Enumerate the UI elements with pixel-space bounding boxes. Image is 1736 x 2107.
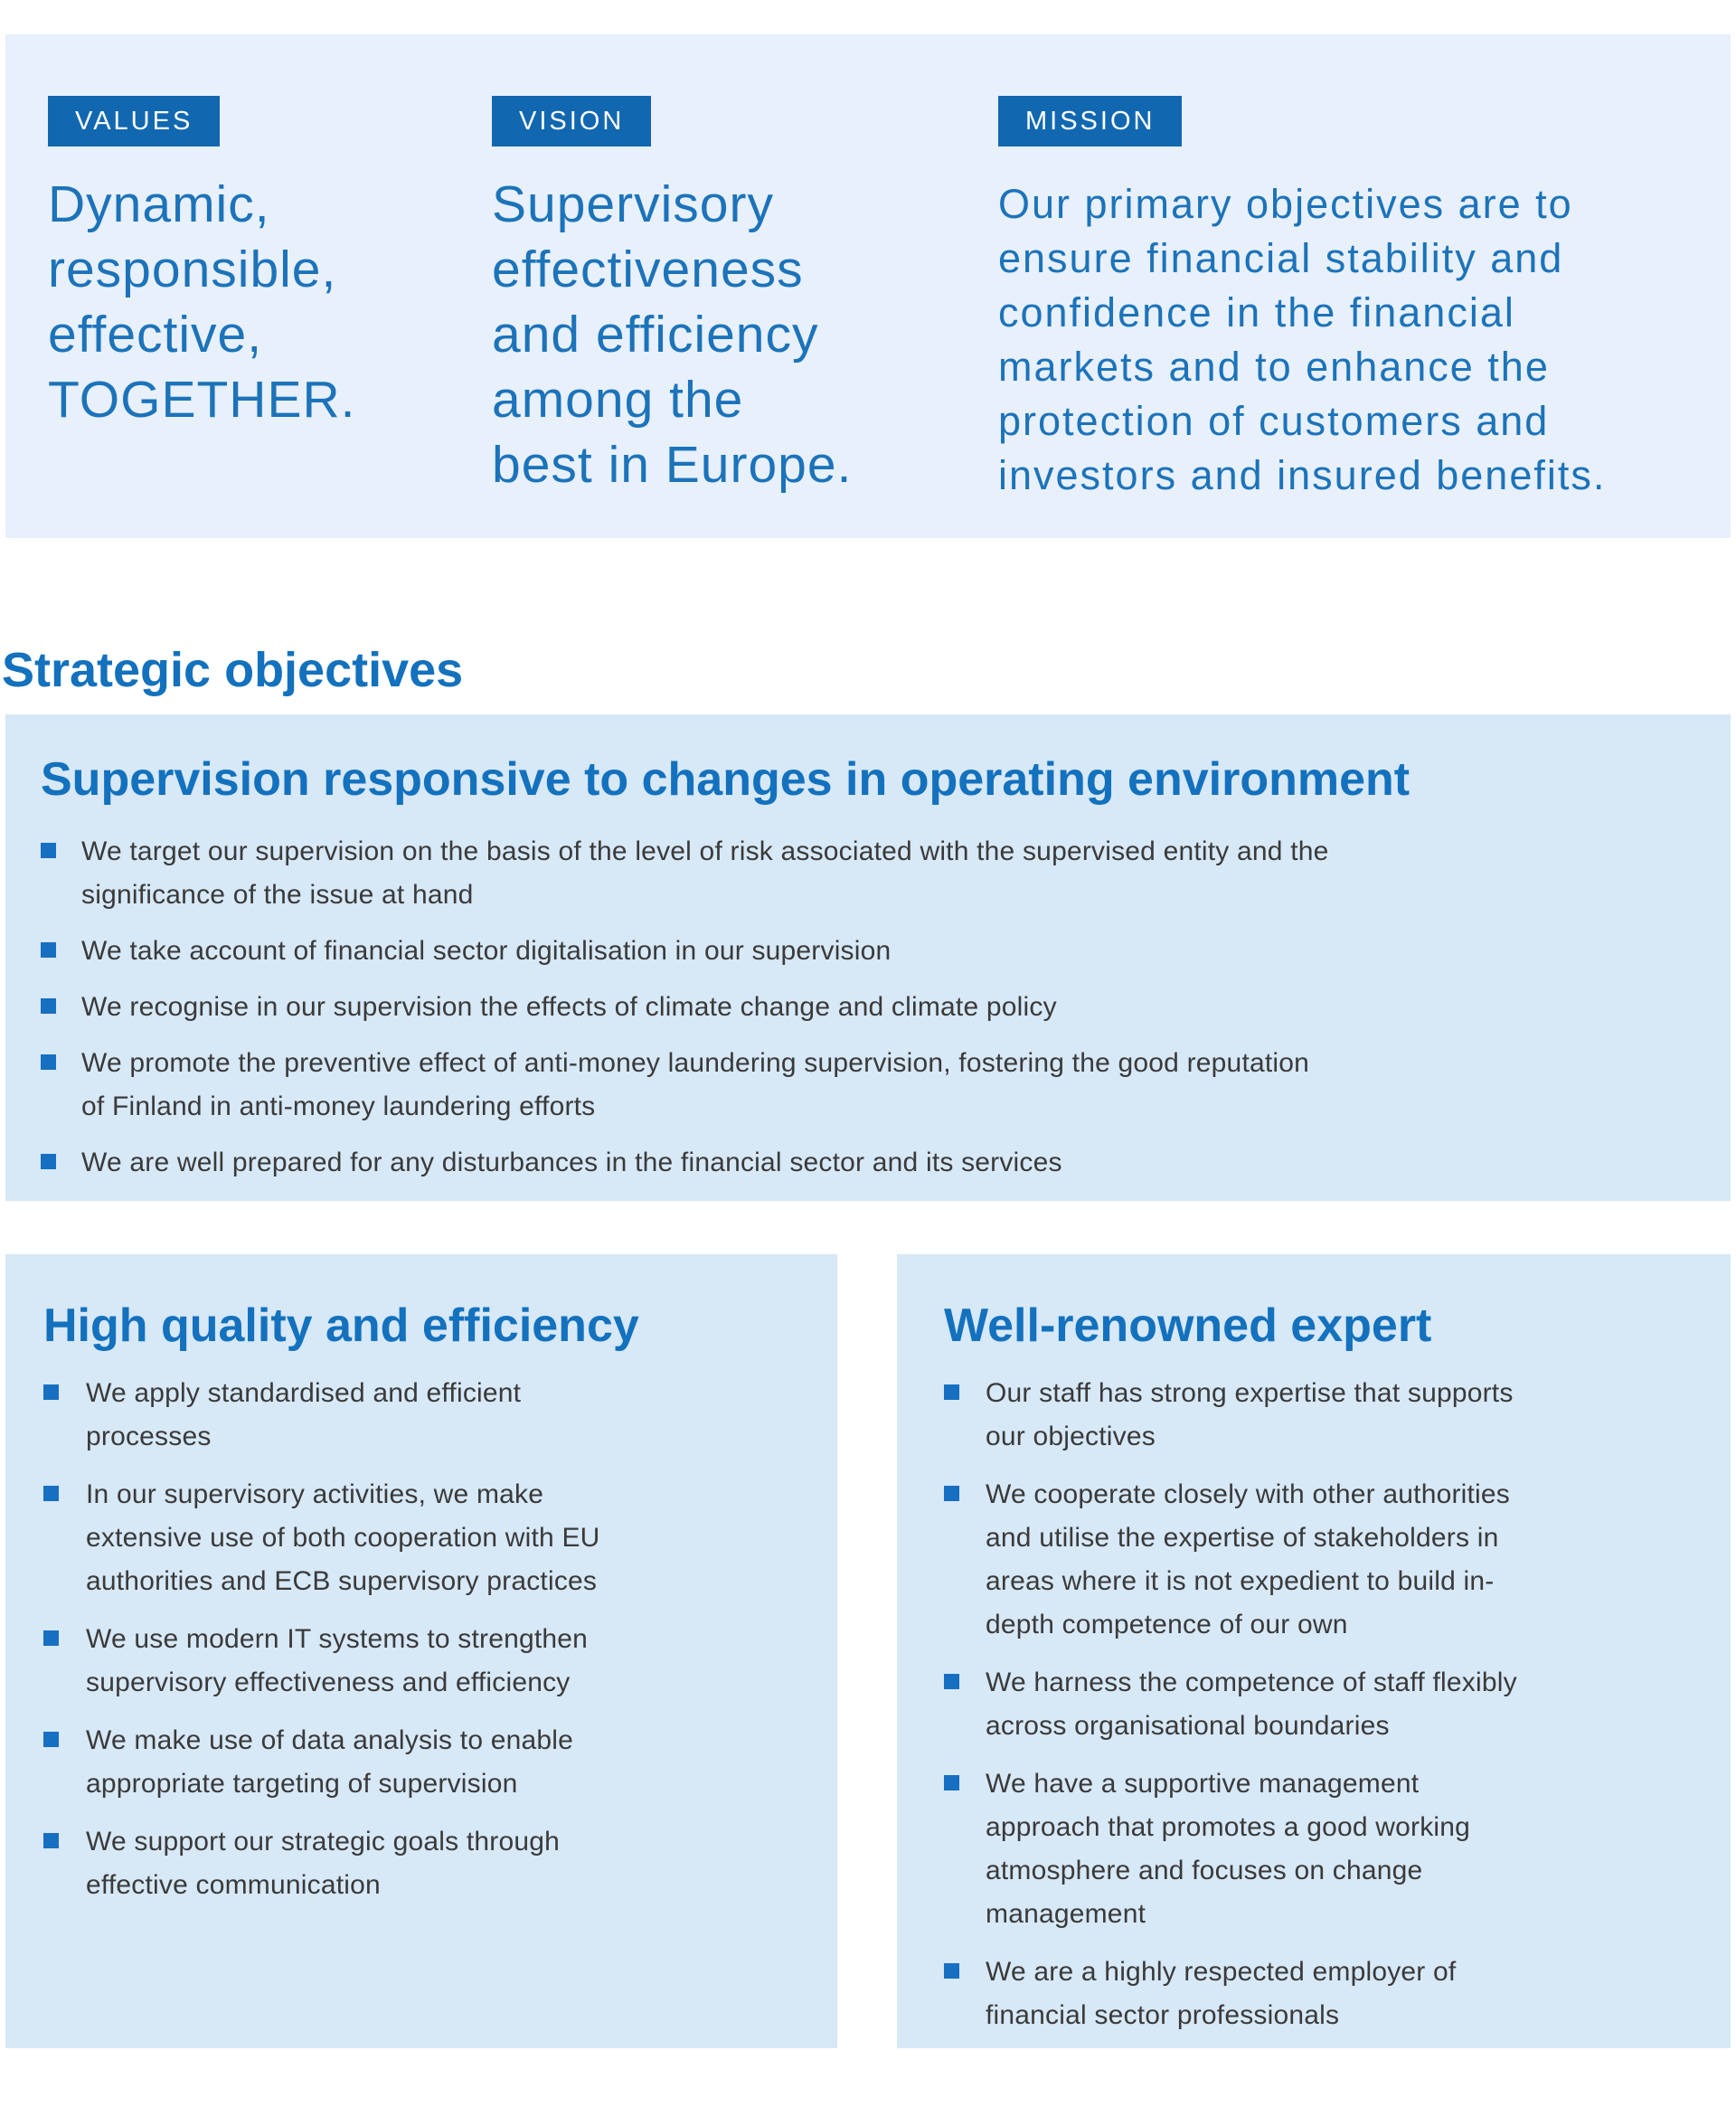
bullet-square-icon <box>41 1154 56 1169</box>
bullet-square-icon <box>944 1486 959 1501</box>
bullet-text: We promote the preventive effect of anti… <box>81 1048 1310 1121</box>
bullet-text: We have a supportive management approach… <box>986 1769 1471 1929</box>
supervision-panel-title: Supervision responsive to changes in ope… <box>41 753 1410 806</box>
bullet-text: We are a highly respected employer of fi… <box>986 1957 1457 2030</box>
quality-panel: High quality and efficiency We apply sta… <box>5 1254 837 2048</box>
mission-card: MISSION Our primary objectives are to en… <box>998 34 1712 538</box>
bullet-text: We make use of data analysis to enable a… <box>86 1725 574 1799</box>
expert-panel-title: Well-renowned expert <box>944 1299 1432 1352</box>
bullet-square-icon <box>41 998 56 1014</box>
supervision-panel: Supervision responsive to changes in ope… <box>5 714 1731 1201</box>
bullet-square-icon <box>944 1775 959 1790</box>
list-item: We apply standardised and efficient proc… <box>43 1372 810 1459</box>
bullet-text: In our supervisory activities, we make e… <box>86 1479 600 1596</box>
list-item: We have a supportive management approach… <box>944 1762 1703 1936</box>
list-item: We cooperate closely with other authorit… <box>944 1473 1703 1647</box>
list-item: We support our strategic goals through e… <box>43 1820 810 1907</box>
list-item: We take account of financial sector digi… <box>41 930 1694 973</box>
list-item: We promote the preventive effect of anti… <box>41 1042 1694 1129</box>
bullet-text: We take account of financial sector digi… <box>81 936 892 966</box>
bullet-square-icon <box>43 1732 59 1747</box>
bullet-text: Our staff has strong expertise that supp… <box>986 1378 1514 1451</box>
list-item: Our staff has strong expertise that supp… <box>944 1372 1703 1459</box>
list-item: We use modern IT systems to strengthen s… <box>43 1618 810 1705</box>
bullet-text: We use modern IT systems to strengthen s… <box>86 1624 589 1697</box>
bullet-square-icon <box>41 942 56 958</box>
values-chip: VALUES <box>48 96 221 146</box>
bullet-square-icon <box>43 1384 59 1400</box>
bullet-text: We cooperate closely with other authorit… <box>986 1479 1511 1639</box>
bullet-square-icon <box>944 1674 959 1689</box>
bullet-square-icon <box>944 1963 959 1979</box>
values-card: VALUES Dynamic, responsible, effective, … <box>48 34 473 538</box>
bullet-text: We are well prepared for any disturbance… <box>81 1148 1062 1177</box>
bullet-square-icon <box>43 1486 59 1501</box>
vision-card: VISION Supervisory effectiveness and eff… <box>492 34 962 538</box>
quality-bullet-list: We apply standardised and efficient proc… <box>43 1372 810 1907</box>
expert-panel: Well-renowned expert Our staff has stron… <box>897 1254 1731 2048</box>
bullet-square-icon <box>41 1054 56 1070</box>
vision-statement: Supervisory effectiveness and efficiency… <box>492 175 853 494</box>
page-title: Strategic objectives <box>2 643 464 698</box>
list-item: We recognise in our supervision the effe… <box>41 986 1694 1029</box>
bullet-square-icon <box>43 1833 59 1848</box>
list-item: In our supervisory activities, we make e… <box>43 1473 810 1603</box>
list-item: We harness the competence of staff flexi… <box>944 1661 1703 1748</box>
vision-chip: VISION <box>492 96 652 146</box>
bullet-text: We harness the competence of staff flexi… <box>986 1668 1517 1741</box>
list-item: We are a highly respected employer of fi… <box>944 1951 1703 2037</box>
list-item: We target our supervision on the basis o… <box>41 830 1694 917</box>
bullet-text: We target our supervision on the basis o… <box>81 836 1329 910</box>
quality-panel-title: High quality and efficiency <box>43 1299 639 1352</box>
bullet-text: We recognise in our supervision the effe… <box>81 992 1057 1022</box>
expert-bullet-list: Our staff has strong expertise that supp… <box>944 1372 1703 2037</box>
bullet-text: We apply standardised and efficient proc… <box>86 1378 522 1451</box>
values-statement: Dynamic, responsible, effective, TOGETHE… <box>48 175 356 429</box>
bullet-square-icon <box>43 1630 59 1646</box>
mission-statement: Our primary objectives are to ensure fin… <box>998 181 1607 498</box>
values-vision-mission-panel: VALUES Dynamic, responsible, effective, … <box>5 34 1731 538</box>
list-item: We make use of data analysis to enable a… <box>43 1719 810 1806</box>
list-item: We are well prepared for any disturbance… <box>41 1141 1694 1185</box>
supervision-bullet-list: We target our supervision on the basis o… <box>41 830 1694 1185</box>
bullet-text: We support our strategic goals through e… <box>86 1827 561 1900</box>
mission-chip: MISSION <box>998 96 1183 146</box>
bullet-square-icon <box>944 1384 959 1400</box>
bullet-square-icon <box>41 843 56 858</box>
